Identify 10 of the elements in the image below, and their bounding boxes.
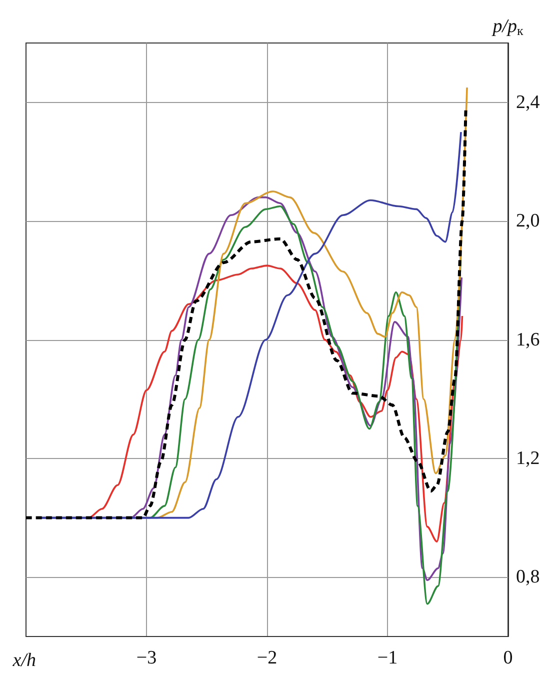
y-tick-label: 1,2 xyxy=(516,448,540,469)
x-tick-label: −3 xyxy=(136,648,157,668)
x-tick-label: 0 xyxy=(503,648,513,668)
y-tick-label: 0,8 xyxy=(516,566,540,588)
x-axis-title: x/h xyxy=(12,650,36,671)
y-tick-label: 2,0 xyxy=(516,210,540,232)
x-tick-label: −1 xyxy=(377,648,398,668)
x-tick-label: −2 xyxy=(256,648,278,668)
y-tick-label: 2,4 xyxy=(516,92,540,113)
y-tick-label: 1,6 xyxy=(516,329,540,350)
